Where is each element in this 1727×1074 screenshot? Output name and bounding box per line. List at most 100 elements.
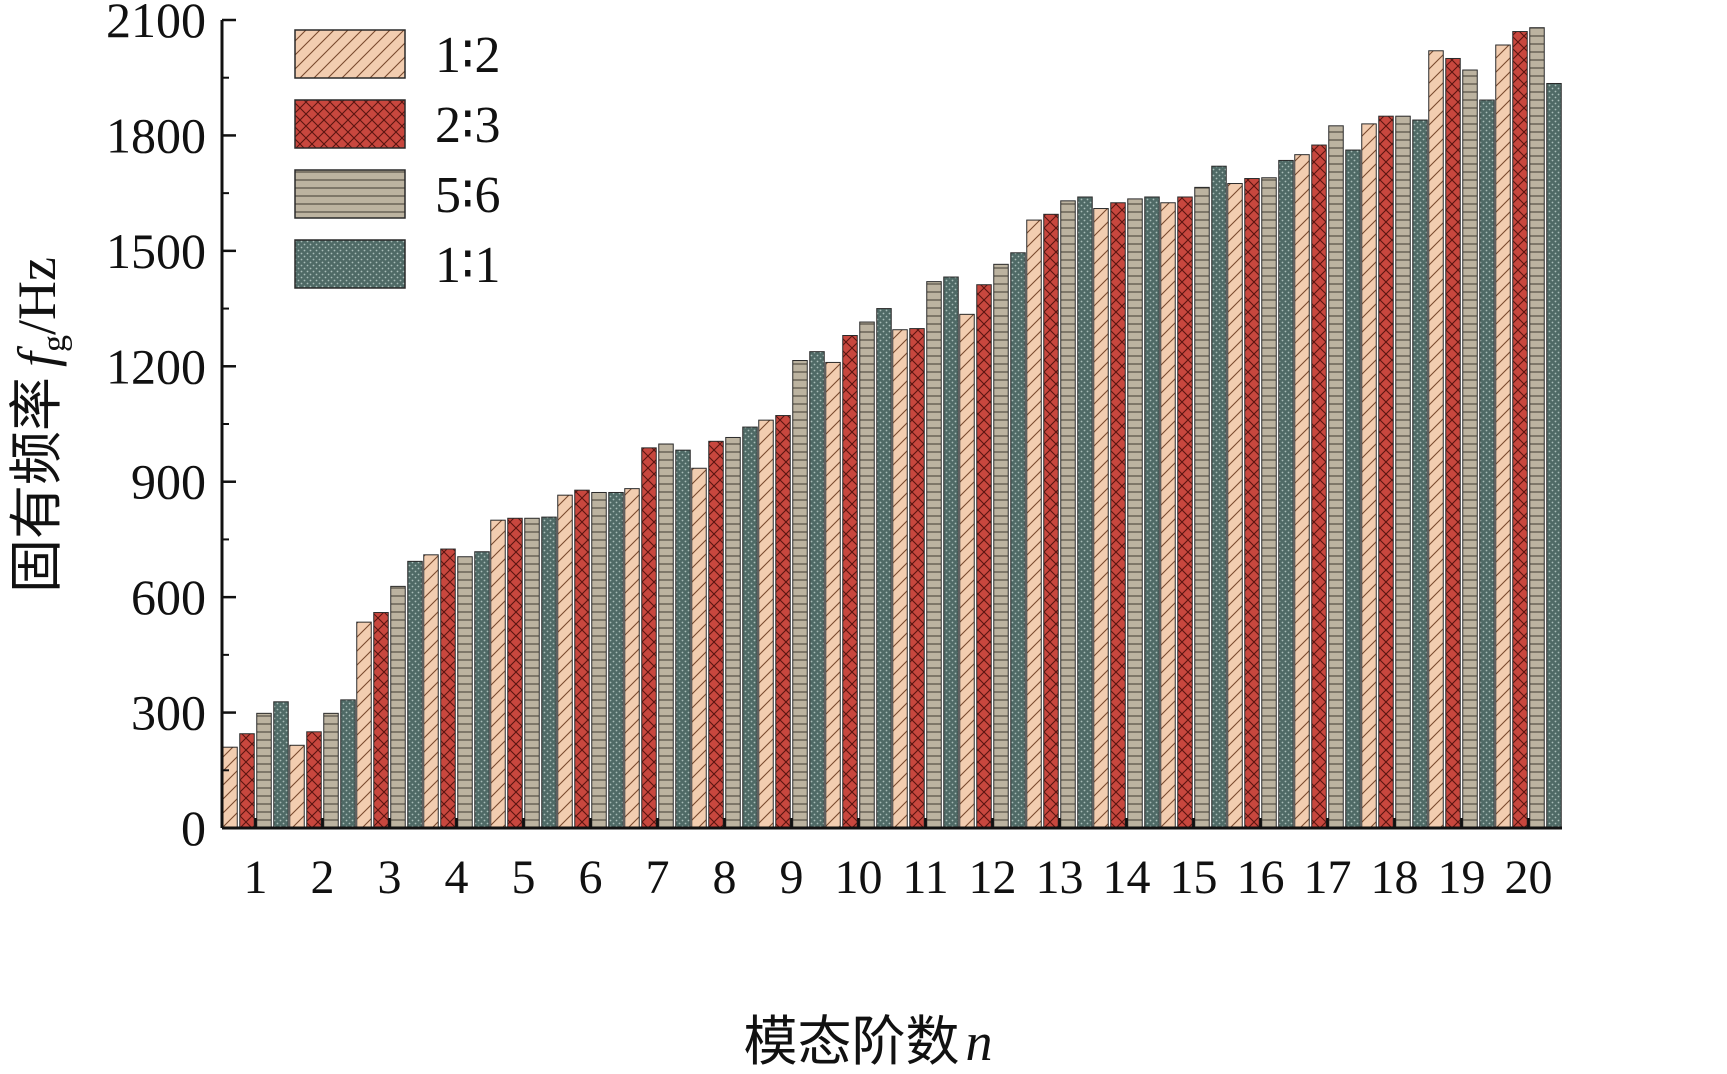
bar (624, 488, 640, 829)
bar (1311, 144, 1327, 829)
bar (1077, 196, 1093, 829)
bar (1010, 252, 1026, 829)
bar (1428, 50, 1444, 829)
bar (675, 449, 691, 829)
y-tick-label: 300 (131, 685, 206, 741)
bar (390, 585, 406, 829)
bar (407, 560, 423, 829)
bar (842, 335, 858, 829)
bar (608, 491, 624, 829)
bar (859, 321, 875, 829)
bar (892, 329, 908, 829)
bar (876, 308, 892, 829)
bar (1194, 186, 1210, 829)
bar (1361, 123, 1377, 829)
legend-label: 1∶2 (435, 27, 501, 84)
x-tick-label: 2 (311, 851, 335, 904)
bar (1546, 82, 1562, 829)
gridless-plot-area: 1 2 3 4 5 6 7 8 9 10 11 12 13 14 15 16 17 18 19 20030060090… (106, 0, 1562, 904)
bar (1177, 196, 1193, 829)
bar (1244, 178, 1260, 829)
x-tick-label: 14 (1103, 851, 1151, 904)
bar (1261, 177, 1277, 829)
y-axis-label-cn: 固有频率 (7, 377, 67, 593)
bar (1445, 57, 1461, 829)
x-axis-label: 模态阶数 n (744, 1012, 993, 1072)
bar (541, 516, 557, 829)
x-tick-label: 13 (1036, 851, 1084, 904)
legend: 1∶2 2∶3 5∶6 1∶1 (294, 27, 501, 294)
bar (1462, 69, 1478, 829)
bar (474, 551, 490, 829)
x-tick-label: 19 (1438, 851, 1486, 904)
bar (1294, 154, 1310, 829)
bar (691, 467, 707, 829)
bar (1127, 198, 1143, 829)
bar (1110, 202, 1126, 829)
bar (926, 281, 942, 829)
bar (356, 621, 372, 829)
bar (1378, 115, 1394, 829)
bar (1060, 200, 1076, 829)
bar (340, 699, 356, 829)
legend-swatch (294, 29, 406, 79)
y-tick-label: 2100 (106, 0, 206, 48)
bar (507, 517, 523, 829)
x-tick-label: 7 (646, 851, 670, 904)
bar (440, 548, 456, 829)
bar (809, 351, 825, 829)
x-tick-label: 16 (1237, 851, 1285, 904)
x-tick-label: 3 (378, 851, 402, 904)
x-axis-label-cn: 模态阶数 (744, 1012, 960, 1072)
bar (943, 276, 959, 829)
x-tick-label: 10 (835, 851, 883, 904)
bar (959, 313, 975, 829)
legend-swatch (294, 99, 406, 149)
bar (1479, 99, 1495, 829)
bar (1026, 219, 1042, 829)
bar (1227, 183, 1243, 829)
x-tick-label: 20 (1505, 851, 1553, 904)
bar (725, 436, 741, 829)
bar (1160, 202, 1176, 829)
bar (641, 447, 657, 829)
bar (758, 419, 774, 829)
x-tick-label: 17 (1304, 851, 1352, 904)
bar (1328, 125, 1344, 829)
y-tick-label: 0 (181, 800, 206, 856)
y-axis-label-unit: /Hz (7, 257, 67, 335)
bar (323, 712, 339, 829)
bar (256, 712, 272, 829)
y-axis-label: 固有频率fg/Hz (7, 257, 73, 593)
bar (524, 517, 540, 829)
legend-label: 5∶6 (435, 167, 501, 224)
bar (1043, 213, 1059, 829)
legend-swatch (294, 239, 406, 289)
legend-label: 1∶1 (435, 237, 501, 294)
x-tick-label: 18 (1371, 851, 1419, 904)
bar (373, 612, 389, 829)
bar (1412, 119, 1428, 829)
bar (1093, 208, 1109, 829)
axes-layer: 1 2 3 4 5 6 7 8 9 10 11 12 13 14 15 16 17 18 19 20030060090… (106, 0, 1562, 904)
bar (825, 361, 841, 829)
bar (976, 284, 992, 829)
bar (1529, 27, 1545, 829)
bar (775, 415, 791, 829)
bar (792, 360, 808, 829)
y-tick-label: 1800 (106, 107, 206, 163)
bar (273, 701, 289, 829)
bar (306, 731, 322, 829)
bar (1278, 159, 1294, 829)
x-tick-label: 9 (780, 851, 804, 904)
bar (909, 328, 925, 829)
bar (423, 554, 439, 829)
bar (239, 733, 255, 829)
y-axis-label-sub: g (36, 335, 73, 352)
bars-layer (222, 27, 1562, 829)
bar (1395, 115, 1411, 829)
y-tick-label: 900 (131, 454, 206, 510)
x-tick-label: 11 (902, 851, 948, 904)
x-tick-label: 15 (1170, 851, 1218, 904)
